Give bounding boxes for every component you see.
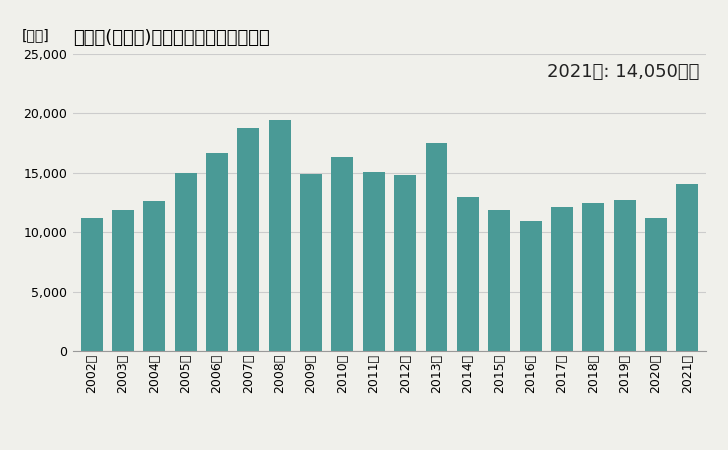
Text: 周南市(山口県)の製造品出荷額等の推移: 周南市(山口県)の製造品出荷額等の推移 xyxy=(73,29,269,47)
Bar xyxy=(676,184,698,351)
Bar xyxy=(363,171,385,351)
Bar xyxy=(269,120,290,351)
Bar xyxy=(394,175,416,351)
Bar xyxy=(582,203,604,351)
Bar xyxy=(488,210,510,351)
Bar xyxy=(81,218,103,351)
Bar xyxy=(457,197,479,351)
Bar xyxy=(645,218,667,351)
Bar xyxy=(175,173,197,351)
Bar xyxy=(331,158,353,351)
Bar xyxy=(520,221,542,351)
Bar xyxy=(426,143,448,351)
Bar xyxy=(237,128,259,351)
Bar xyxy=(551,207,573,351)
Bar xyxy=(300,174,322,351)
Bar xyxy=(206,153,228,351)
Bar xyxy=(614,200,636,351)
Text: [億円]: [億円] xyxy=(22,28,50,42)
Bar xyxy=(112,210,134,351)
Text: 2021年: 14,050億円: 2021年: 14,050億円 xyxy=(547,63,700,81)
Bar xyxy=(143,201,165,351)
